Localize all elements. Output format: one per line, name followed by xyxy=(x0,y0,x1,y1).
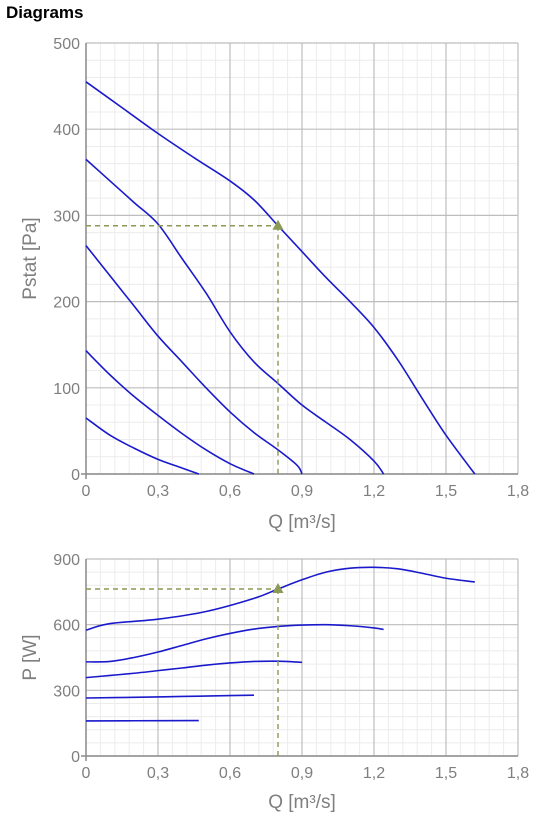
pressure-x-axis-label: Q [m³/s] xyxy=(268,512,336,533)
y-tick-label: 300 xyxy=(53,208,80,225)
pressure-curve-5 xyxy=(85,417,200,475)
power-curve-1 xyxy=(85,566,475,631)
pressure-chart: 0 0,3 0,6 0,9 1,2 1,5 1,8 0 100 200 300 400 500 Q [m³… xyxy=(20,36,529,533)
page-title: Diagrams xyxy=(6,3,84,22)
y-tick-label: 0 xyxy=(71,749,80,766)
y-tick-label: 0 xyxy=(71,467,80,484)
x-tick-label: 0,6 xyxy=(219,765,241,782)
pressure-operating-point-marker xyxy=(272,219,284,230)
y-tick-label: 300 xyxy=(53,683,80,700)
x-tick-label: 0,3 xyxy=(147,765,169,782)
x-tick-label: 0 xyxy=(82,765,91,782)
power-curve-4 xyxy=(85,694,255,699)
x-tick-label: 0,6 xyxy=(219,483,241,500)
y-tick-label: 600 xyxy=(53,618,80,635)
y-tick-label: 900 xyxy=(53,552,80,569)
x-tick-label: 1,8 xyxy=(507,483,529,500)
power-x-axis-label: Q [m³/s] xyxy=(268,792,336,813)
y-tick-label: 200 xyxy=(53,295,80,312)
y-tick-label: 100 xyxy=(53,381,80,398)
x-tick-label: 1,5 xyxy=(435,765,457,782)
x-tick-label: 0,9 xyxy=(291,483,313,500)
x-tick-label: 0 xyxy=(82,483,91,500)
pressure-curve-3 xyxy=(85,245,303,475)
x-tick-label: 0,9 xyxy=(291,765,313,782)
pressure-y-axis-label: Pstat [Pa] xyxy=(20,217,41,299)
power-chart: 0 0,3 0,6 0,9 1,2 1,5 1,8 0 300 600 900 Q [m³/s] P [… xyxy=(20,552,529,813)
x-tick-label: 1,2 xyxy=(363,483,385,500)
power-curve-2 xyxy=(85,623,384,663)
x-tick-label: 1,2 xyxy=(363,765,385,782)
power-operating-point-marker xyxy=(272,582,284,593)
pressure-curve-4 xyxy=(85,350,255,475)
x-tick-label: 1,5 xyxy=(435,483,457,500)
y-tick-label: 500 xyxy=(53,36,80,53)
x-tick-label: 0,3 xyxy=(147,483,169,500)
x-tick-label: 1,8 xyxy=(507,765,529,782)
pressure-curve-2 xyxy=(85,158,385,475)
power-curve-3 xyxy=(85,660,303,679)
power-y-axis-label: P [W] xyxy=(20,634,41,680)
pressure-curve-1 xyxy=(85,81,476,475)
y-tick-label: 400 xyxy=(53,122,80,139)
